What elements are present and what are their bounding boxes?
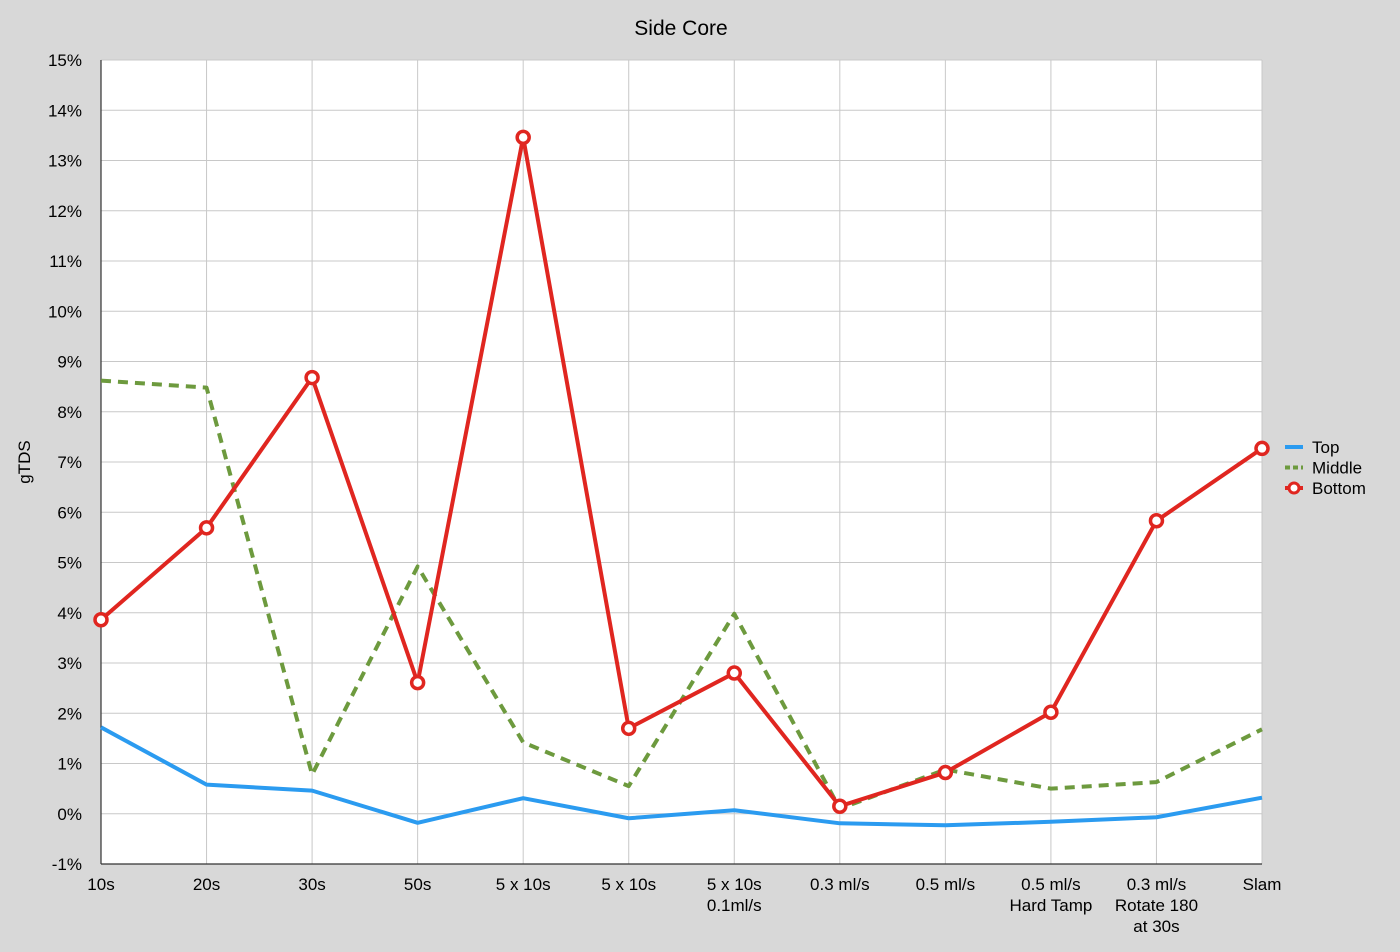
y-tick-label: -1%	[52, 855, 82, 874]
x-tick-label: 50s	[404, 875, 431, 894]
x-tick-label-line: 0.5 ml/s	[916, 875, 976, 894]
series-line-bottom	[99, 135, 1264, 809]
grid-lines	[100, 59, 1263, 865]
y-tick-label: 1%	[57, 755, 82, 774]
legend-label-top: Top	[1312, 438, 1339, 457]
x-tick-label-line: 0.3 ml/s	[810, 875, 870, 894]
data-point-bottom	[198, 520, 215, 536]
y-tick-label: 11%	[49, 252, 82, 271]
y-tick-label: 8%	[57, 403, 82, 422]
x-tick-label-line: 0.5 ml/s	[1021, 875, 1081, 894]
y-tick-label: 13%	[48, 152, 82, 171]
y-tick-label: 0%	[57, 805, 82, 824]
x-tick-label: 0.3 ml/s	[810, 875, 870, 894]
data-point-bottom	[832, 798, 848, 814]
data-point-bottom	[1148, 513, 1165, 529]
legend-label-middle: Middle	[1312, 459, 1362, 478]
x-tick-label-line: 5 x 10s	[496, 875, 551, 894]
y-tick-label: 9%	[57, 353, 82, 372]
x-tick-label-line: 5 x 10s	[601, 875, 656, 894]
x-tick-label: 0.5 ml/s	[916, 875, 976, 894]
y-tick-label: 7%	[57, 453, 82, 472]
x-tick-label: 5 x 10s	[601, 875, 656, 894]
y-tick-label: 2%	[57, 704, 82, 723]
x-tick-label-line: 50s	[404, 875, 431, 894]
x-tick-label-line: 20s	[193, 875, 220, 894]
x-tick-label-line: Rotate 180	[1115, 896, 1198, 915]
y-tick-label: 14%	[48, 101, 82, 120]
series-markers	[93, 129, 1270, 814]
y-tick-label: 4%	[57, 604, 82, 623]
data-point-bottom	[1043, 704, 1059, 720]
x-tick-label-line: 30s	[298, 875, 325, 894]
data-point-bottom	[1254, 440, 1270, 457]
y-tick-labels: -1% 0% 1% 2% 3% 4% 5% 6% 7% 8% 9% 10% 11% 12% 13% 14% 15…	[48, 51, 82, 874]
x-tick-label-line: at 30s	[1133, 917, 1179, 936]
x-tick-label: 5 x 10s	[496, 875, 551, 894]
y-tick-label: 6%	[57, 503, 82, 522]
data-point-bottom	[620, 720, 637, 737]
x-tick-label: Slam	[1243, 875, 1282, 894]
legend-label-bottom: Bottom	[1312, 479, 1366, 498]
data-point-bottom	[93, 612, 109, 628]
legend-marker-bottom	[1287, 481, 1301, 495]
chart-title: Side Core	[634, 17, 727, 40]
y-tick-label: 3%	[57, 654, 82, 673]
data-point-bottom	[726, 665, 743, 681]
series-lines	[99, 135, 1264, 828]
y-tick-label: 12%	[48, 202, 82, 221]
x-tick-labels: 10s 20s 30s 50s 5 x 10s 5 x 10s 5 x 10s 0.1ml/s…	[87, 875, 1281, 936]
data-point-bottom	[409, 674, 426, 691]
data-point-bottom	[304, 369, 320, 386]
x-tick-label-line: 5 x 10s	[707, 875, 762, 894]
series-line-top	[100, 725, 1263, 828]
x-tick-label: 0.3 ml/s Rotate 180 at 30s	[1115, 875, 1198, 936]
axes	[100, 60, 1262, 865]
x-tick-label: 30s	[298, 875, 325, 894]
x-tick-label-line: Hard Tamp	[1009, 896, 1092, 915]
x-tick-label-line: 0.1ml/s	[707, 896, 762, 915]
data-point-bottom	[515, 129, 531, 146]
x-tick-label: 0.5 ml/s Hard Tamp	[1009, 875, 1092, 915]
y-tick-label: 10%	[48, 302, 82, 321]
x-tick-label: 5 x 10s 0.1ml/s	[707, 875, 762, 915]
y-tick-label: 5%	[57, 554, 82, 573]
y-tick-label: 15%	[48, 51, 82, 70]
data-point-bottom	[937, 764, 954, 781]
x-tick-label-line: 10s	[87, 875, 114, 894]
x-tick-label-line: 0.3 ml/s	[1127, 875, 1187, 894]
x-tick-label-line: Slam	[1243, 875, 1282, 894]
x-tick-label: 10s	[87, 875, 114, 894]
x-tick-label: 20s	[193, 875, 220, 894]
y-axis-label: gTDS	[15, 440, 34, 483]
